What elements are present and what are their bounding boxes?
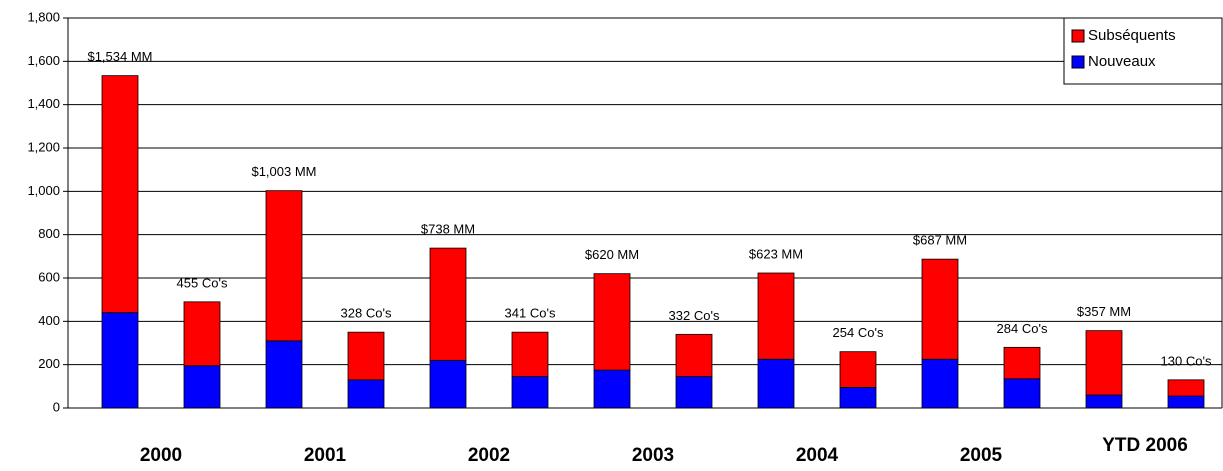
bar-annotation: 284 Co's: [997, 321, 1048, 336]
bar-segment: [1085, 394, 1123, 409]
bar-segment: [1167, 395, 1205, 409]
bar-segment: [839, 351, 877, 388]
x-tick-label: 2001: [304, 445, 347, 466]
y-tick-label: 1,800: [27, 9, 60, 24]
bar-annotation: $687 MM: [913, 233, 967, 248]
bar-annotation: $357 MM: [1077, 304, 1131, 319]
bar-segment: [1167, 379, 1205, 397]
x-tick-label: 2004: [796, 445, 839, 466]
bar-annotation: $1,534 MM: [87, 49, 152, 64]
y-tick-label: 600: [38, 269, 60, 284]
bar-segment: [675, 376, 713, 409]
bar-segment: [265, 190, 303, 342]
bar-segment: [101, 312, 139, 409]
bar-annotation: 130 Co's: [1161, 353, 1212, 368]
y-tick-label: 800: [38, 226, 60, 241]
bar-segment: [183, 301, 221, 367]
y-tick-label: 0: [53, 399, 60, 414]
y-tick-label: 1,400: [27, 96, 60, 111]
bar-annotation: 332 Co's: [669, 308, 720, 323]
bar-annotation: $623 MM: [749, 246, 803, 261]
legend-box: [1063, 17, 1223, 85]
bar-segment: [921, 258, 959, 360]
bar-segment: [347, 331, 385, 381]
legend-label: Subséquents: [1088, 27, 1176, 44]
bar-annotation: 328 Co's: [341, 306, 392, 321]
bar-segment: [347, 379, 385, 409]
x-tick-label: 2005: [960, 445, 1003, 466]
bar-annotation: $620 MM: [585, 247, 639, 262]
bar-segment: [511, 376, 549, 409]
bar-segment: [757, 272, 795, 360]
y-tick-label: 200: [38, 356, 60, 371]
bar-segment: [1003, 346, 1041, 380]
bar-segment: [511, 331, 549, 377]
x-tick-label: YTD 2006: [1102, 435, 1188, 456]
bar-annotation: 254 Co's: [833, 325, 884, 340]
bar-segment: [429, 359, 467, 409]
bar-annotation: $1,003 MM: [251, 164, 316, 179]
bar-segment: [265, 340, 303, 409]
y-tick-label: 1,000: [27, 183, 60, 198]
bar-segment: [183, 365, 221, 409]
bar-segment: [1003, 378, 1041, 409]
bar-segment: [593, 273, 631, 371]
bar-segment: [429, 247, 467, 361]
bar-segment: [675, 333, 713, 377]
bar-segment: [839, 387, 877, 409]
y-tick-label: 1,600: [27, 53, 60, 68]
legend-label: Nouveaux: [1088, 53, 1156, 70]
bar-segment: [593, 369, 631, 409]
bar-annotation: 341 Co's: [505, 306, 556, 321]
bar-segment: [101, 75, 139, 314]
x-tick-label: 2003: [632, 445, 674, 466]
legend-swatch: [1071, 29, 1085, 43]
bar-segment: [921, 358, 959, 409]
bar-annotation: $738 MM: [421, 222, 475, 237]
y-tick-label: 400: [38, 313, 60, 328]
legend-swatch: [1071, 55, 1085, 69]
bar-segment: [1085, 330, 1123, 396]
x-tick-label: 2002: [468, 445, 510, 466]
bar-annotation: 455 Co's: [177, 275, 228, 290]
y-tick-label: 1,200: [27, 139, 60, 154]
x-tick-label: 2000: [140, 445, 182, 466]
bar-segment: [757, 358, 795, 409]
